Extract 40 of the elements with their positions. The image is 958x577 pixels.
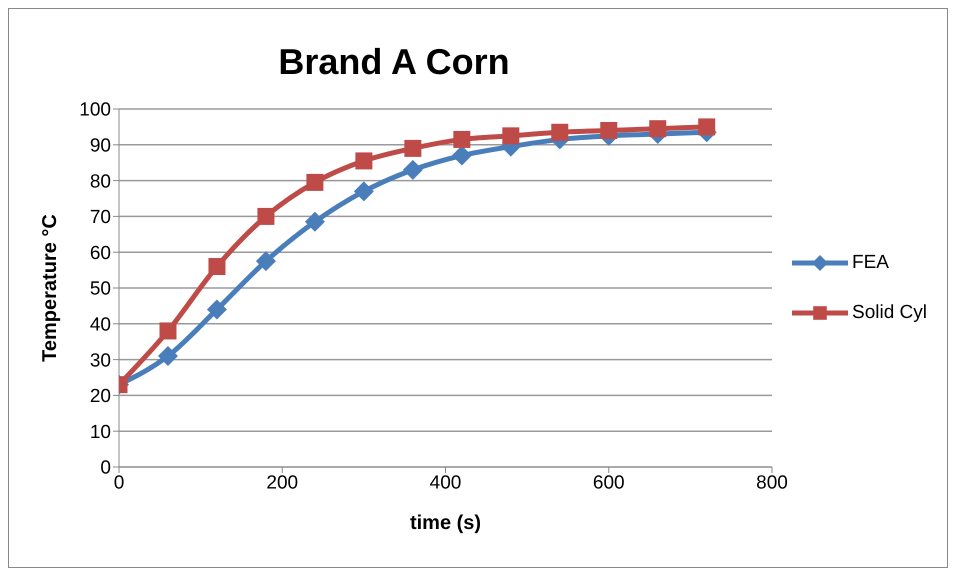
point <box>306 174 324 191</box>
x-tick-label: 800 <box>756 472 788 494</box>
point <box>402 160 423 180</box>
y-tick-label: 60 <box>90 242 111 264</box>
y-tick-label: 50 <box>90 278 111 300</box>
point <box>404 140 422 157</box>
point <box>159 322 176 340</box>
y-tick-label: 10 <box>90 422 111 443</box>
point <box>354 181 374 202</box>
x-tick-label: 600 <box>592 472 625 494</box>
point <box>649 120 666 138</box>
point <box>452 146 472 166</box>
point <box>600 122 618 139</box>
x-tick-label: 0 <box>114 472 124 494</box>
y-tick-label: 70 <box>90 207 111 228</box>
y-axis-title: Temperature °C <box>39 214 62 362</box>
y-tick-label: 20 <box>90 386 111 408</box>
chart-title: Brand A Corn <box>277 41 511 83</box>
point <box>453 130 470 148</box>
point <box>698 118 716 136</box>
y-tick-label: 40 <box>90 314 111 336</box>
y-tick-label: 80 <box>90 171 111 192</box>
y-tick-label: 0 <box>100 458 111 479</box>
point <box>355 152 372 170</box>
point <box>208 258 226 276</box>
point <box>256 251 276 272</box>
y-tick-label: 100 <box>79 100 111 121</box>
legend-label: FEA <box>852 252 889 274</box>
x-axis-title: time (s) <box>410 512 482 534</box>
point <box>257 208 274 225</box>
y-tick-label: 30 <box>90 350 111 372</box>
y-tick-label: 90 <box>90 136 111 157</box>
point <box>304 212 325 232</box>
point <box>158 346 178 366</box>
point <box>206 299 227 320</box>
legend-label: Solid Cyl <box>852 302 927 324</box>
x-tick-label: 200 <box>266 472 298 494</box>
point <box>502 127 520 144</box>
point <box>551 124 568 141</box>
x-tick-label: 400 <box>430 472 462 494</box>
